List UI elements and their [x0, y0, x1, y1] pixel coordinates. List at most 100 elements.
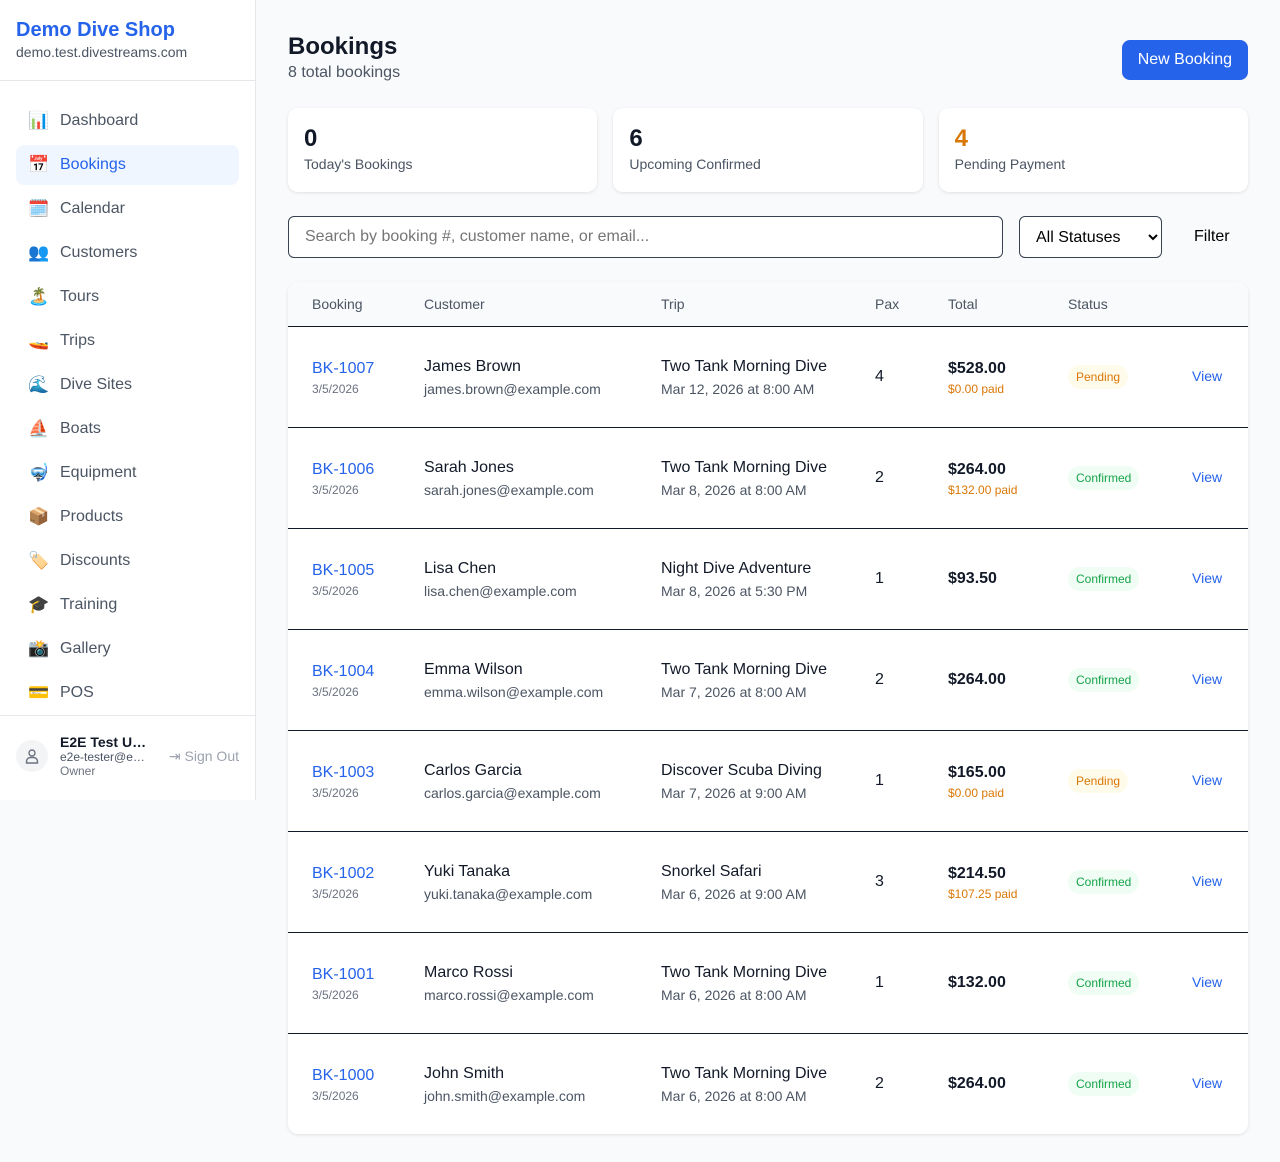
total: $264.00	[948, 1074, 1006, 1092]
stat-card: 0 Today's Bookings	[288, 108, 598, 192]
stat-label: Upcoming Confirmed	[629, 156, 761, 172]
booking-id-link[interactable]: BK-1001	[312, 965, 375, 983]
sidebar-item-label: Dashboard	[60, 112, 139, 129]
booking-id-link[interactable]: BK-1006	[312, 460, 375, 478]
sidebar-item-tours[interactable]: 🏝️ Tours	[16, 277, 239, 317]
view-link[interactable]: View	[1192, 671, 1223, 687]
sidebar-item-dive-sites[interactable]: 🌊 Dive Sites	[16, 365, 239, 405]
booking-date: 3/5/2026	[312, 381, 359, 396]
table-row: BK-1006 3/5/2026 Sarah Jones sarah.jones@e…	[288, 427, 1248, 529]
pax: 1	[851, 932, 924, 1034]
customer-email: emma.wilson@example.com	[424, 683, 604, 700]
boats-icon: ⛵	[28, 419, 50, 438]
sidebar-item-customers[interactable]: 👥 Customers	[16, 233, 239, 273]
customer-name: James Brown	[424, 357, 521, 375]
view-link[interactable]: View	[1192, 873, 1223, 889]
customer-name: John Smith	[424, 1064, 505, 1082]
pax: 2	[851, 427, 924, 529]
training-icon: 🎓	[28, 595, 50, 614]
view-link[interactable]: View	[1192, 570, 1223, 586]
trip-name: Night Dive Adventure	[661, 559, 812, 577]
pax: 2	[851, 629, 924, 731]
total: $264.00	[948, 460, 1006, 478]
view-link[interactable]: View	[1192, 772, 1223, 788]
paid-amount: $107.25 paid	[948, 886, 1018, 901]
gallery-icon: 📸	[28, 639, 50, 658]
sidebar-item-products[interactable]: 📦 Products	[16, 497, 239, 537]
pax: 1	[851, 730, 924, 832]
sidebar-item-dashboard[interactable]: 📊 Dashboard	[16, 101, 239, 141]
new-booking-button[interactable]: New Booking	[1121, 40, 1248, 80]
status-badge: Confirmed	[1068, 667, 1140, 692]
trips-icon: 🚤	[28, 331, 50, 350]
view-link[interactable]: View	[1192, 1075, 1223, 1092]
stat-card: 4 Pending Payment	[938, 108, 1248, 192]
view-link[interactable]: View	[1192, 368, 1223, 384]
booking-date: 3/5/2026	[312, 785, 359, 800]
bookings-table: Booking Customer Trip Pax Total Status BK-100…	[288, 282, 1248, 1134]
sidebar-item-trips[interactable]: 🚤 Trips	[16, 321, 239, 361]
sidebar-item-label: Equipment	[60, 464, 137, 481]
customer-name: Emma Wilson	[424, 660, 523, 678]
paid-amount: $132.00 paid	[948, 482, 1018, 497]
discounts-icon: 🏷️	[28, 551, 50, 570]
total: $165.00	[948, 763, 1006, 781]
customer-email: sarah.jones@example.com	[424, 481, 594, 498]
table-row: BK-1007 3/5/2026 James Brown james.brown@e…	[288, 326, 1248, 428]
trip-time: Mar 7, 2026 at 9:00 AM	[661, 784, 807, 801]
booking-id-link[interactable]: BK-1002	[312, 864, 375, 882]
customers-icon: 👥	[28, 243, 50, 262]
total: $528.00	[948, 359, 1006, 377]
view-link[interactable]: View	[1192, 469, 1223, 485]
stat-value: 4	[954, 125, 969, 152]
trip-name: Two Tank Morning Dive	[661, 357, 827, 375]
table-row: BK-1002 3/5/2026 Yuki Tanaka yuki.tanaka@e…	[288, 831, 1248, 933]
total: $264.00	[948, 670, 1006, 688]
sidebar-item-label: Products	[60, 508, 124, 525]
customer-email: yuki.tanaka@example.com	[424, 885, 593, 902]
sign-out-button[interactable]: ⇥ Sign Out	[169, 748, 239, 765]
stat-card: 6 Upcoming Confirmed	[613, 108, 923, 192]
products-icon: 📦	[28, 507, 50, 526]
sidebar-item-label: Tours	[60, 288, 100, 305]
column-header: Trip	[637, 282, 851, 327]
booking-id-link[interactable]: BK-1005	[312, 561, 375, 579]
booking-date: 3/5/2026	[312, 482, 359, 497]
sidebar-item-calendar[interactable]: 🗓️ Calendar	[16, 189, 239, 229]
filter-button[interactable]: Filter	[1178, 228, 1246, 246]
sidebar-item-discounts[interactable]: 🏷️ Discounts	[16, 541, 239, 581]
booking-date: 3/5/2026	[312, 987, 359, 1002]
sidebar-item-equipment[interactable]: 🤿 Equipment	[16, 453, 239, 493]
booking-id-link[interactable]: BK-1000	[312, 1066, 375, 1084]
dive-sites-icon: 🌊	[28, 375, 50, 394]
trip-time: Mar 7, 2026 at 8:00 AM	[661, 683, 807, 700]
column-header: Booking	[288, 282, 400, 327]
sidebar-item-pos[interactable]: 💳 POS	[16, 673, 239, 713]
user-name: E2E Test User	[60, 734, 150, 750]
column-header: Status	[1044, 282, 1168, 327]
calendar-icon: 🗓️	[28, 199, 50, 218]
sidebar-item-label: Training	[60, 596, 118, 613]
booking-id-link[interactable]: BK-1004	[312, 662, 375, 680]
customer-email: john.smith@example.com	[424, 1087, 586, 1104]
pax: 3	[851, 831, 924, 933]
booking-id-link[interactable]: BK-1003	[312, 763, 375, 781]
sidebar: Demo Dive Shop demo.test.divestreams.com…	[0, 0, 256, 800]
pax: 1	[851, 528, 924, 630]
sidebar-item-bookings[interactable]: 📅 Bookings	[16, 145, 239, 185]
sign-out-label: Sign Out	[184, 747, 239, 764]
table-row: BK-1005 3/5/2026 Lisa Chen lisa.chen@examp…	[288, 528, 1248, 630]
status-select[interactable]: All Statuses	[1019, 216, 1162, 258]
sidebar-item-boats[interactable]: ⛵ Boats	[16, 409, 239, 449]
booking-id-link[interactable]: BK-1007	[312, 359, 375, 377]
sidebar-item-gallery[interactable]: 📸 Gallery	[16, 629, 239, 669]
sign-out-icon: ⇥	[168, 747, 181, 764]
stats-row: 0 Today's Bookings 6 Upcoming Confirmed 4 Pen…	[288, 108, 1248, 192]
sidebar-item-training[interactable]: 🎓 Training	[16, 585, 239, 625]
search-input[interactable]	[288, 216, 1003, 258]
booking-date: 3/5/2026	[312, 886, 359, 901]
brand-name[interactable]: Demo Dive Shop	[16, 19, 175, 41]
trip-name: Two Tank Morning Dive	[661, 660, 827, 678]
sidebar-item-label: Discounts	[60, 552, 131, 569]
view-link[interactable]: View	[1192, 974, 1223, 990]
